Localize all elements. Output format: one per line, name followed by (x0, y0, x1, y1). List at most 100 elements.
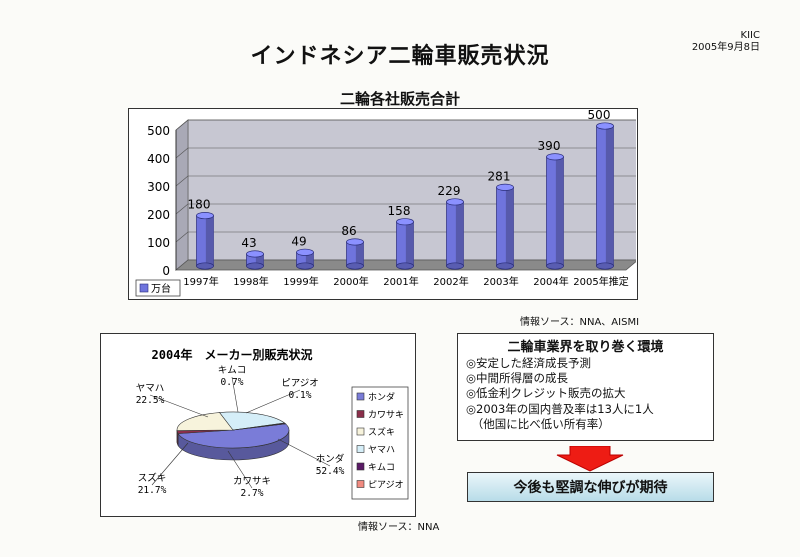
y-tick-label: 400 (147, 152, 170, 166)
x-tick-label: 1997年 (183, 275, 218, 288)
down-arrow-icon (556, 446, 624, 472)
bar-base (546, 262, 564, 270)
pie-slice (176, 412, 234, 431)
pie-chart-title: 2004年 メーカー別販売状況 (152, 347, 313, 362)
environment-list: ◎安定した経済成長予測 ◎中間所得層の成長 ◎低金利クレジット販売の拡大 ◎20… (466, 356, 654, 432)
bar (546, 153, 564, 270)
x-tick-label: 1999年 (283, 275, 318, 288)
y-tick-label: 500 (147, 124, 170, 138)
x-tick-label: 1998年 (233, 275, 268, 288)
x-tick-label: 2005年推定 (573, 275, 628, 288)
bar-data-label: 43 (241, 236, 256, 250)
bar-data-label: 229 (438, 184, 461, 198)
pie-legend-label: ヤマハ (368, 446, 395, 456)
bar (196, 212, 214, 270)
bar-top (546, 153, 564, 161)
pie-leader-line (151, 442, 189, 486)
bar-shade (405, 221, 414, 266)
x-tick-label: 2001年 (383, 275, 418, 288)
bar (396, 218, 414, 270)
bar-data-label: 158 (388, 204, 411, 218)
environment-item: ◎安定した経済成長予測 (466, 356, 592, 370)
bar-shade (255, 253, 264, 266)
y-tick-label: 0 (162, 264, 170, 278)
pie-slice (219, 411, 286, 431)
pie-legend-swatch (356, 462, 365, 471)
bar-top (196, 212, 214, 220)
pie-slice-name: カワサキ (233, 476, 271, 487)
org-label: KIIC (740, 30, 760, 41)
y-tick-label: 200 (147, 208, 170, 222)
pie-slice-value: 2.7% (241, 488, 264, 499)
pie-legend-label: スズキ (368, 426, 395, 438)
pie-slice-value: 52.4% (316, 466, 345, 477)
pie-leader-line (277, 438, 331, 467)
bar-base (446, 262, 464, 270)
bar-data-label: 180 (188, 198, 211, 212)
x-tick-label: 2004年 (533, 275, 568, 288)
bar-base (596, 262, 614, 270)
date-label: 2005年9月8日 (691, 42, 760, 53)
bar-base (346, 262, 364, 270)
environment-item: ◎中間所得層の成長 (466, 371, 569, 386)
bar-top (246, 250, 264, 258)
bar-data-label: 49 (291, 234, 306, 248)
pie-slice-name: ヤマハ (136, 383, 165, 394)
bar-top (346, 238, 364, 246)
gridline (175, 147, 189, 159)
environment-box (457, 333, 714, 441)
bar-shade (455, 201, 464, 266)
pie-slice-name: キムコ (218, 365, 247, 376)
bar-chart-title: 二輪各社販売合計 (339, 90, 460, 108)
pie-slice-name: ピアジオ (281, 378, 319, 389)
bar-base (396, 262, 414, 270)
pie-leader-line (149, 394, 209, 418)
pie-slice-value: 0.1% (289, 390, 312, 401)
pie-legend-label: ホンダ (368, 391, 395, 403)
bar (296, 248, 314, 270)
bar (496, 183, 514, 270)
outlook-banner: 今後も堅調な伸びが期待 (467, 472, 714, 502)
pie-slice-name: スズキ (138, 472, 167, 484)
pie-legend-swatch (356, 427, 365, 436)
gridline (175, 231, 189, 243)
chart-side-wall (175, 119, 189, 271)
bar-shade (505, 187, 514, 266)
y-tick-label: 300 (147, 180, 170, 194)
bar-top (596, 122, 614, 130)
x-tick-label: 2003年 (483, 275, 518, 288)
pie-legend-swatch (356, 445, 365, 453)
environment-item: ◎低金利クレジット販売の拡大 (466, 386, 626, 401)
bar (346, 238, 364, 270)
bar-data-label: 281 (488, 169, 511, 183)
y-tick-label: 100 (147, 236, 170, 250)
bar-base (246, 262, 264, 270)
bar-chart-source: 情報ソース：NNA、AISMI (520, 317, 640, 328)
bar-top (446, 198, 464, 206)
legend-swatch (139, 283, 149, 293)
bar-base (496, 262, 514, 270)
bar (446, 198, 464, 270)
pie-chart-source: 情報ソース：NNA (358, 522, 440, 533)
gridline (175, 203, 189, 215)
bar-shade (605, 126, 614, 266)
pie-slice (232, 423, 287, 431)
pie-legend-label: ピアジオ (368, 480, 404, 491)
pie-legend-swatch (356, 480, 365, 488)
bar-chart: 0 100 200 300 400 500 180 1997年 43 1998年 49 1999年 86… (135, 108, 636, 297)
pie-slice-value: 22.5% (136, 395, 165, 406)
pie-legend-label: カワサキ (368, 410, 404, 421)
x-tick-label: 2002年 (433, 275, 468, 288)
bar-data-label: 500 (588, 108, 611, 122)
bar-data-label: 390 (538, 139, 561, 153)
bar (246, 250, 264, 270)
pie-slice-value: 21.7% (138, 485, 167, 496)
gridline (175, 175, 189, 187)
bar-top (496, 183, 514, 191)
bar-top (296, 248, 314, 256)
pie-chart: 2004年 メーカー別販売状況ホンダ52.4%カワサキ2.7%スズキ21.7%ヤ… (136, 347, 409, 500)
bar-shade (305, 252, 314, 266)
bar-base (196, 262, 214, 270)
pie-leader-line (227, 450, 253, 489)
bar (596, 122, 614, 270)
